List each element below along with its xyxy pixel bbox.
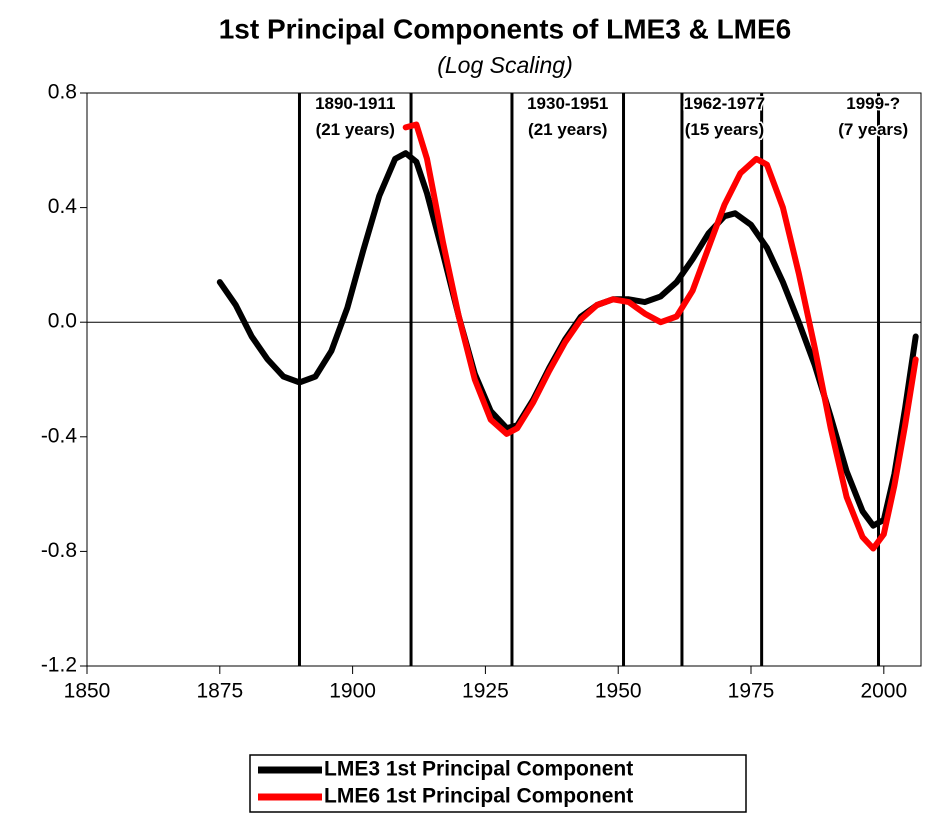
annotation: 1962-1977	[684, 94, 765, 113]
y-tick-label: -0.4	[41, 424, 78, 447]
x-tick-label: 1850	[64, 680, 111, 703]
legend-label: LME6 1st Principal Component	[324, 785, 633, 808]
x-tick-label: 1925	[462, 680, 509, 703]
x-tick-label: 1950	[595, 680, 642, 703]
annotation: 1999-?	[846, 94, 900, 113]
x-tick-label: 1900	[329, 680, 376, 703]
x-tick-label: 1975	[728, 680, 775, 703]
legend-label: LME3 1st Principal Component	[324, 758, 633, 781]
annotation: (7 years)	[838, 120, 908, 139]
legend-box	[249, 754, 747, 813]
y-tick-label: 0.0	[48, 310, 77, 333]
y-tick-label: 0.4	[48, 195, 78, 218]
x-tick-label: 1875	[196, 680, 243, 703]
plot-frame	[86, 92, 922, 667]
series-line	[402, 121, 919, 552]
annotation: 1930-1951	[527, 94, 608, 113]
annotation: 1890-1911	[315, 94, 395, 113]
annotation: (21 years)	[316, 120, 395, 139]
chart-subtitle: (Log Scaling)	[437, 52, 573, 78]
y-tick-label: -0.8	[41, 539, 77, 562]
y-tick-label: 0.8	[48, 81, 77, 104]
x-tick-label: 2000	[860, 680, 907, 703]
chart-title: 1st Principal Components of LME3 & LME6	[219, 13, 792, 44]
annotation: (15 years)	[685, 120, 764, 139]
y-tick-label: -1.2	[41, 654, 77, 677]
annotation: (21 years)	[528, 120, 607, 139]
